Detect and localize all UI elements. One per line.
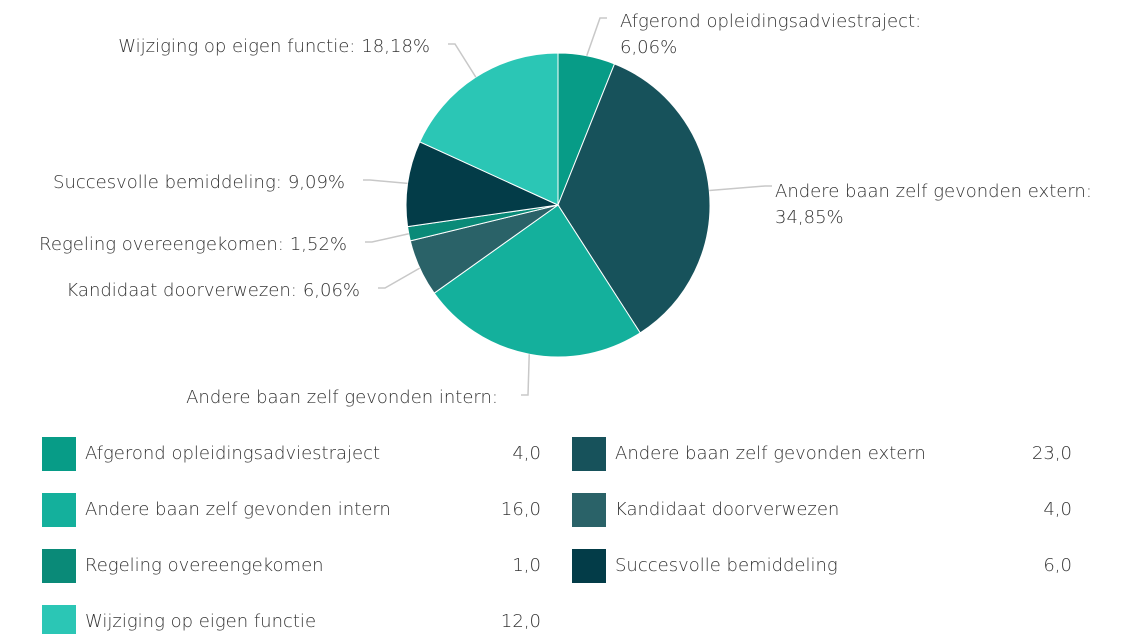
leader-line	[378, 267, 421, 289]
pie-slice	[557, 63, 711, 334]
leader-line	[365, 233, 409, 243]
legend-value: 12,0	[501, 611, 541, 632]
slice-label-group: Andere baan zelf gevonden intern:	[186, 387, 498, 408]
slice-label: Afgerond opleidingsadviestraject:	[620, 11, 921, 32]
slice-label: Kandidaat doorverwezen:	[66, 280, 296, 301]
legend-value: 4,0	[1043, 499, 1072, 520]
leader-line	[448, 43, 477, 78]
pie-slice	[405, 141, 560, 228]
legend-value: 4,0	[512, 443, 541, 464]
leader-line	[586, 17, 607, 56]
slice-label: Wijziging op eigen functie:	[118, 36, 355, 57]
pie-slice	[433, 204, 641, 358]
legend-value: 1,0	[512, 555, 541, 576]
legend-value: 23,0	[1032, 443, 1072, 464]
slice-label: Andere baan zelf gevonden intern:	[186, 387, 498, 408]
slice-label: Andere baan zelf gevonden extern:	[775, 181, 1092, 202]
leader-line	[521, 354, 530, 396]
legend-swatch	[42, 549, 76, 583]
legend-value: 16,0	[501, 499, 541, 520]
slice-label-group: Kandidaat doorverwezen: 6,06%	[66, 280, 360, 301]
slice-percent: 9,09%	[288, 172, 345, 193]
slice-label-group: Regeling overeengekomen: 1,52%	[39, 234, 347, 255]
legend-swatch	[572, 437, 606, 471]
legend-swatch	[572, 549, 606, 583]
slice-label-group: Wijziging op eigen functie: 18,18%	[118, 36, 430, 57]
legend-value: 6,0	[1043, 555, 1072, 576]
legend-label: Succesvolle bemiddeling	[615, 555, 838, 576]
legend-swatch	[572, 493, 606, 527]
legend-swatch	[42, 437, 76, 471]
slice-label: Succesvolle bemiddeling:	[53, 172, 282, 193]
legend-label: Afgerond opleidingsadviestraject	[85, 443, 380, 464]
slice-percent: 1,52%	[290, 234, 347, 255]
slice-percent: 34,85%	[775, 207, 844, 228]
pie-slice	[419, 52, 559, 206]
leader-line	[363, 179, 408, 185]
leader-line	[709, 185, 772, 192]
slice-percent: 18,18%	[361, 36, 430, 57]
legend-label: Andere baan zelf gevonden intern	[85, 499, 391, 520]
slice-percent: 6,06%	[303, 280, 360, 301]
slice-percent: 6,06%	[620, 37, 677, 58]
legend-swatch	[42, 493, 76, 527]
legend-label: Regeling overeengekomen	[85, 555, 324, 576]
legend-swatch	[42, 605, 76, 634]
slice-label: Regeling overeengekomen:	[39, 234, 284, 255]
slice-label-group: Succesvolle bemiddeling: 9,09%	[53, 172, 345, 193]
legend-label: Andere baan zelf gevonden extern	[615, 443, 926, 464]
legend-label: Kandidaat doorverwezen	[615, 499, 839, 520]
legend-label: Wijziging op eigen functie	[85, 611, 316, 632]
